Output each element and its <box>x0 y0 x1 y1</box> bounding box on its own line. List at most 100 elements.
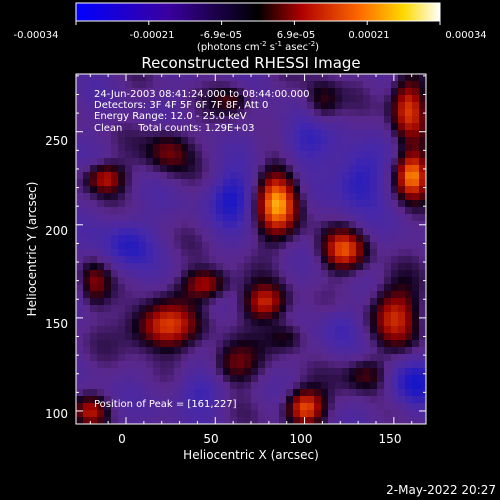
heatmap-cell <box>153 228 161 236</box>
heatmap-cell <box>160 312 168 320</box>
heatmap-cell <box>125 200 133 208</box>
heatmap-cell <box>195 277 203 285</box>
heatmap-cell <box>97 305 105 313</box>
heatmap-cell <box>370 340 378 348</box>
heatmap-cell <box>195 228 203 236</box>
heatmap-cell <box>293 291 301 299</box>
heatmap-cell <box>335 326 343 334</box>
heatmap-cell <box>321 410 329 418</box>
heatmap-cell <box>384 368 392 376</box>
heatmap-cell <box>76 298 84 306</box>
heatmap-cell <box>132 389 140 397</box>
heatmap-cell <box>90 284 98 292</box>
heatmap-cell <box>216 305 224 313</box>
heatmap-cell <box>349 95 357 103</box>
heatmap-cell <box>139 249 147 257</box>
heatmap-cell <box>230 186 238 194</box>
heatmap-cell <box>111 270 119 278</box>
heatmap-cell <box>104 284 112 292</box>
heatmap-cell <box>216 396 224 404</box>
heatmap-cell <box>146 312 154 320</box>
heatmap-cell <box>174 396 182 404</box>
heatmap-cell <box>146 200 154 208</box>
heatmap-cell <box>118 158 126 166</box>
heatmap-cell <box>349 123 357 131</box>
heatmap-cell <box>223 305 231 313</box>
heatmap-cell <box>167 207 175 215</box>
heatmap-cell <box>237 109 245 117</box>
heatmap-cell <box>125 74 133 82</box>
heatmap-cell <box>307 88 315 96</box>
heatmap-cell <box>188 284 196 292</box>
heatmap-cell <box>160 298 168 306</box>
heatmap-cell <box>90 102 98 110</box>
heatmap-cell <box>377 158 385 166</box>
heatmap-cell <box>125 270 133 278</box>
heatmap-cell <box>146 221 154 229</box>
heatmap-cell <box>153 186 161 194</box>
heatmap-cell <box>398 270 406 278</box>
heatmap-cell <box>293 263 301 271</box>
heatmap-cell <box>188 396 196 404</box>
x-axis-label: Heliocentric X (arcsec) <box>183 448 319 462</box>
heatmap-cell <box>195 263 203 271</box>
heatmap-cell <box>356 242 364 250</box>
heatmap-cell <box>293 123 301 131</box>
heatmap-cell <box>258 74 266 82</box>
heatmap-cell <box>111 88 119 96</box>
heatmap-cell <box>160 410 168 418</box>
heatmap-cell <box>202 319 210 327</box>
heatmap-cell <box>195 326 203 334</box>
heatmap-cell <box>132 284 140 292</box>
heatmap-cell <box>132 396 140 404</box>
heatmap-cell <box>188 305 196 313</box>
heatmap-cell <box>412 389 420 397</box>
heatmap-cell <box>167 375 175 383</box>
heatmap-cell <box>97 200 105 208</box>
heatmap-cell <box>384 214 392 222</box>
heatmap-cell <box>237 172 245 180</box>
heatmap-cell <box>174 74 182 82</box>
heatmap-cell <box>307 256 315 264</box>
heatmap-cell <box>363 375 371 383</box>
heatmap-cell <box>384 151 392 159</box>
heatmap-cell <box>118 410 126 418</box>
heatmap-cell <box>272 326 280 334</box>
heatmap-cell <box>139 109 147 117</box>
heatmap-cell <box>335 382 343 390</box>
heatmap-cell <box>76 109 84 117</box>
heatmap-cell <box>307 389 315 397</box>
heatmap-cell <box>76 340 84 348</box>
heatmap-cell <box>279 375 287 383</box>
heatmap-cell <box>97 291 105 299</box>
heatmap-cell <box>230 88 238 96</box>
heatmap-cell <box>209 263 217 271</box>
heatmap-cell <box>125 396 133 404</box>
heatmap-cell <box>216 326 224 334</box>
heatmap-cell <box>160 172 168 180</box>
heatmap-cell <box>314 256 322 264</box>
heatmap-cell <box>398 298 406 306</box>
heatmap-cell <box>370 74 378 82</box>
heatmap-cell <box>174 263 182 271</box>
heatmap-cell <box>153 95 161 103</box>
heatmap-cell <box>216 410 224 418</box>
heatmap-cell <box>111 298 119 306</box>
heatmap-cell <box>286 158 294 166</box>
heatmap-cell <box>307 214 315 222</box>
heatmap-cell <box>83 354 91 362</box>
heatmap-cell <box>356 319 364 327</box>
heatmap-cell <box>132 340 140 348</box>
heatmap-cell <box>181 242 189 250</box>
heatmap-cell <box>279 340 287 348</box>
heatmap-cell <box>370 172 378 180</box>
heatmap-cell <box>216 144 224 152</box>
heatmap-cell <box>195 165 203 173</box>
heatmap-cell <box>384 88 392 96</box>
heatmap-cell <box>419 340 426 348</box>
heatmap-cell <box>349 74 357 82</box>
heatmap-cell <box>356 228 364 236</box>
heatmap-cell <box>244 312 252 320</box>
heatmap-cell <box>153 361 161 369</box>
heatmap-cell <box>363 305 371 313</box>
